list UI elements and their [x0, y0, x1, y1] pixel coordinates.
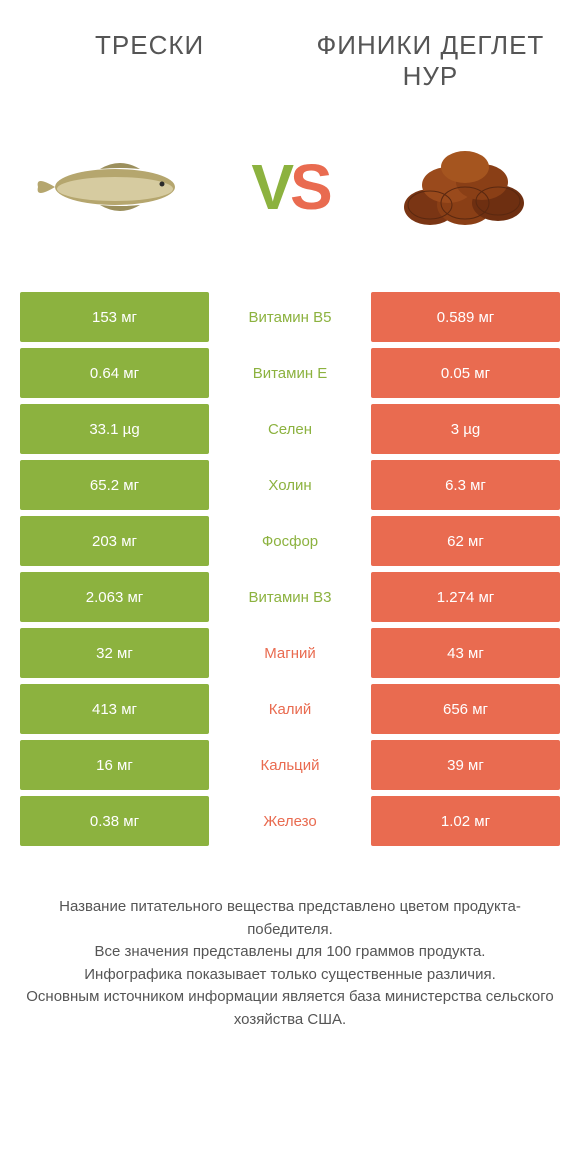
left-value: 0.38 мг: [20, 796, 209, 846]
vs-v: V: [251, 151, 290, 223]
nutrient-name: Кальций: [215, 740, 365, 790]
left-value: 203 мг: [20, 516, 209, 566]
nutrient-name: Холин: [215, 460, 365, 510]
right-value: 1.274 мг: [371, 572, 560, 622]
nutrient-row: 65.2 мгХолин6.3 мг: [20, 460, 560, 510]
left-value: 413 мг: [20, 684, 209, 734]
dates-image: [370, 127, 550, 247]
nutrient-row: 33.1 µgСелен3 µg: [20, 404, 560, 454]
vs-label: VS: [251, 150, 328, 224]
right-value: 43 мг: [371, 628, 560, 678]
footer-line-3: Инфографика показывает только существенн…: [25, 964, 555, 987]
cod-fish-image: [30, 127, 210, 247]
right-value: 6.3 мг: [371, 460, 560, 510]
footer-line-1: Название питательного вещества представл…: [25, 896, 555, 941]
nutrient-name: Калий: [215, 684, 365, 734]
left-value: 33.1 µg: [20, 404, 209, 454]
nutrient-row: 16 мгКальций39 мг: [20, 740, 560, 790]
nutrient-name: Железо: [215, 796, 365, 846]
right-product-title: Финики деглет нур: [301, 30, 560, 92]
left-value: 2.063 мг: [20, 572, 209, 622]
nutrient-name: Фосфор: [215, 516, 365, 566]
nutrient-row: 32 мгМагний43 мг: [20, 628, 560, 678]
nutrient-name: Магний: [215, 628, 365, 678]
nutrient-name: Витамин B3: [215, 572, 365, 622]
nutrient-name: Селен: [215, 404, 365, 454]
nutrient-row: 203 мгФосфор62 мг: [20, 516, 560, 566]
left-value: 16 мг: [20, 740, 209, 790]
comparison-infographic: Трески Финики деглет нур VS: [0, 0, 580, 1071]
footer-notes: Название питательного вещества представл…: [20, 896, 560, 1031]
right-value: 656 мг: [371, 684, 560, 734]
footer-line-2: Все значения представлены для 100 граммо…: [25, 941, 555, 964]
nutrient-name: Витамин E: [215, 348, 365, 398]
right-value: 1.02 мг: [371, 796, 560, 846]
nutrient-row: 153 мгВитамин B50.589 мг: [20, 292, 560, 342]
right-value: 39 мг: [371, 740, 560, 790]
vs-s: S: [290, 151, 329, 223]
left-value: 153 мг: [20, 292, 209, 342]
nutrient-name: Витамин B5: [215, 292, 365, 342]
hero-row: VS: [20, 127, 560, 247]
left-value: 0.64 мг: [20, 348, 209, 398]
nutrient-rows: 153 мгВитамин B50.589 мг 0.64 мгВитамин E…: [20, 292, 560, 846]
left-value: 32 мг: [20, 628, 209, 678]
right-value: 62 мг: [371, 516, 560, 566]
nutrient-row: 413 мгКалий656 мг: [20, 684, 560, 734]
nutrient-row: 0.64 мгВитамин E0.05 мг: [20, 348, 560, 398]
right-value: 0.05 мг: [371, 348, 560, 398]
nutrient-row: 0.38 мгЖелезо1.02 мг: [20, 796, 560, 846]
right-value: 0.589 мг: [371, 292, 560, 342]
right-value: 3 µg: [371, 404, 560, 454]
footer-line-4: Основным источником информации является …: [25, 986, 555, 1031]
titles-row: Трески Финики деглет нур: [20, 30, 560, 92]
left-value: 65.2 мг: [20, 460, 209, 510]
left-product-title: Трески: [20, 30, 279, 61]
nutrient-row: 2.063 мгВитамин B31.274 мг: [20, 572, 560, 622]
